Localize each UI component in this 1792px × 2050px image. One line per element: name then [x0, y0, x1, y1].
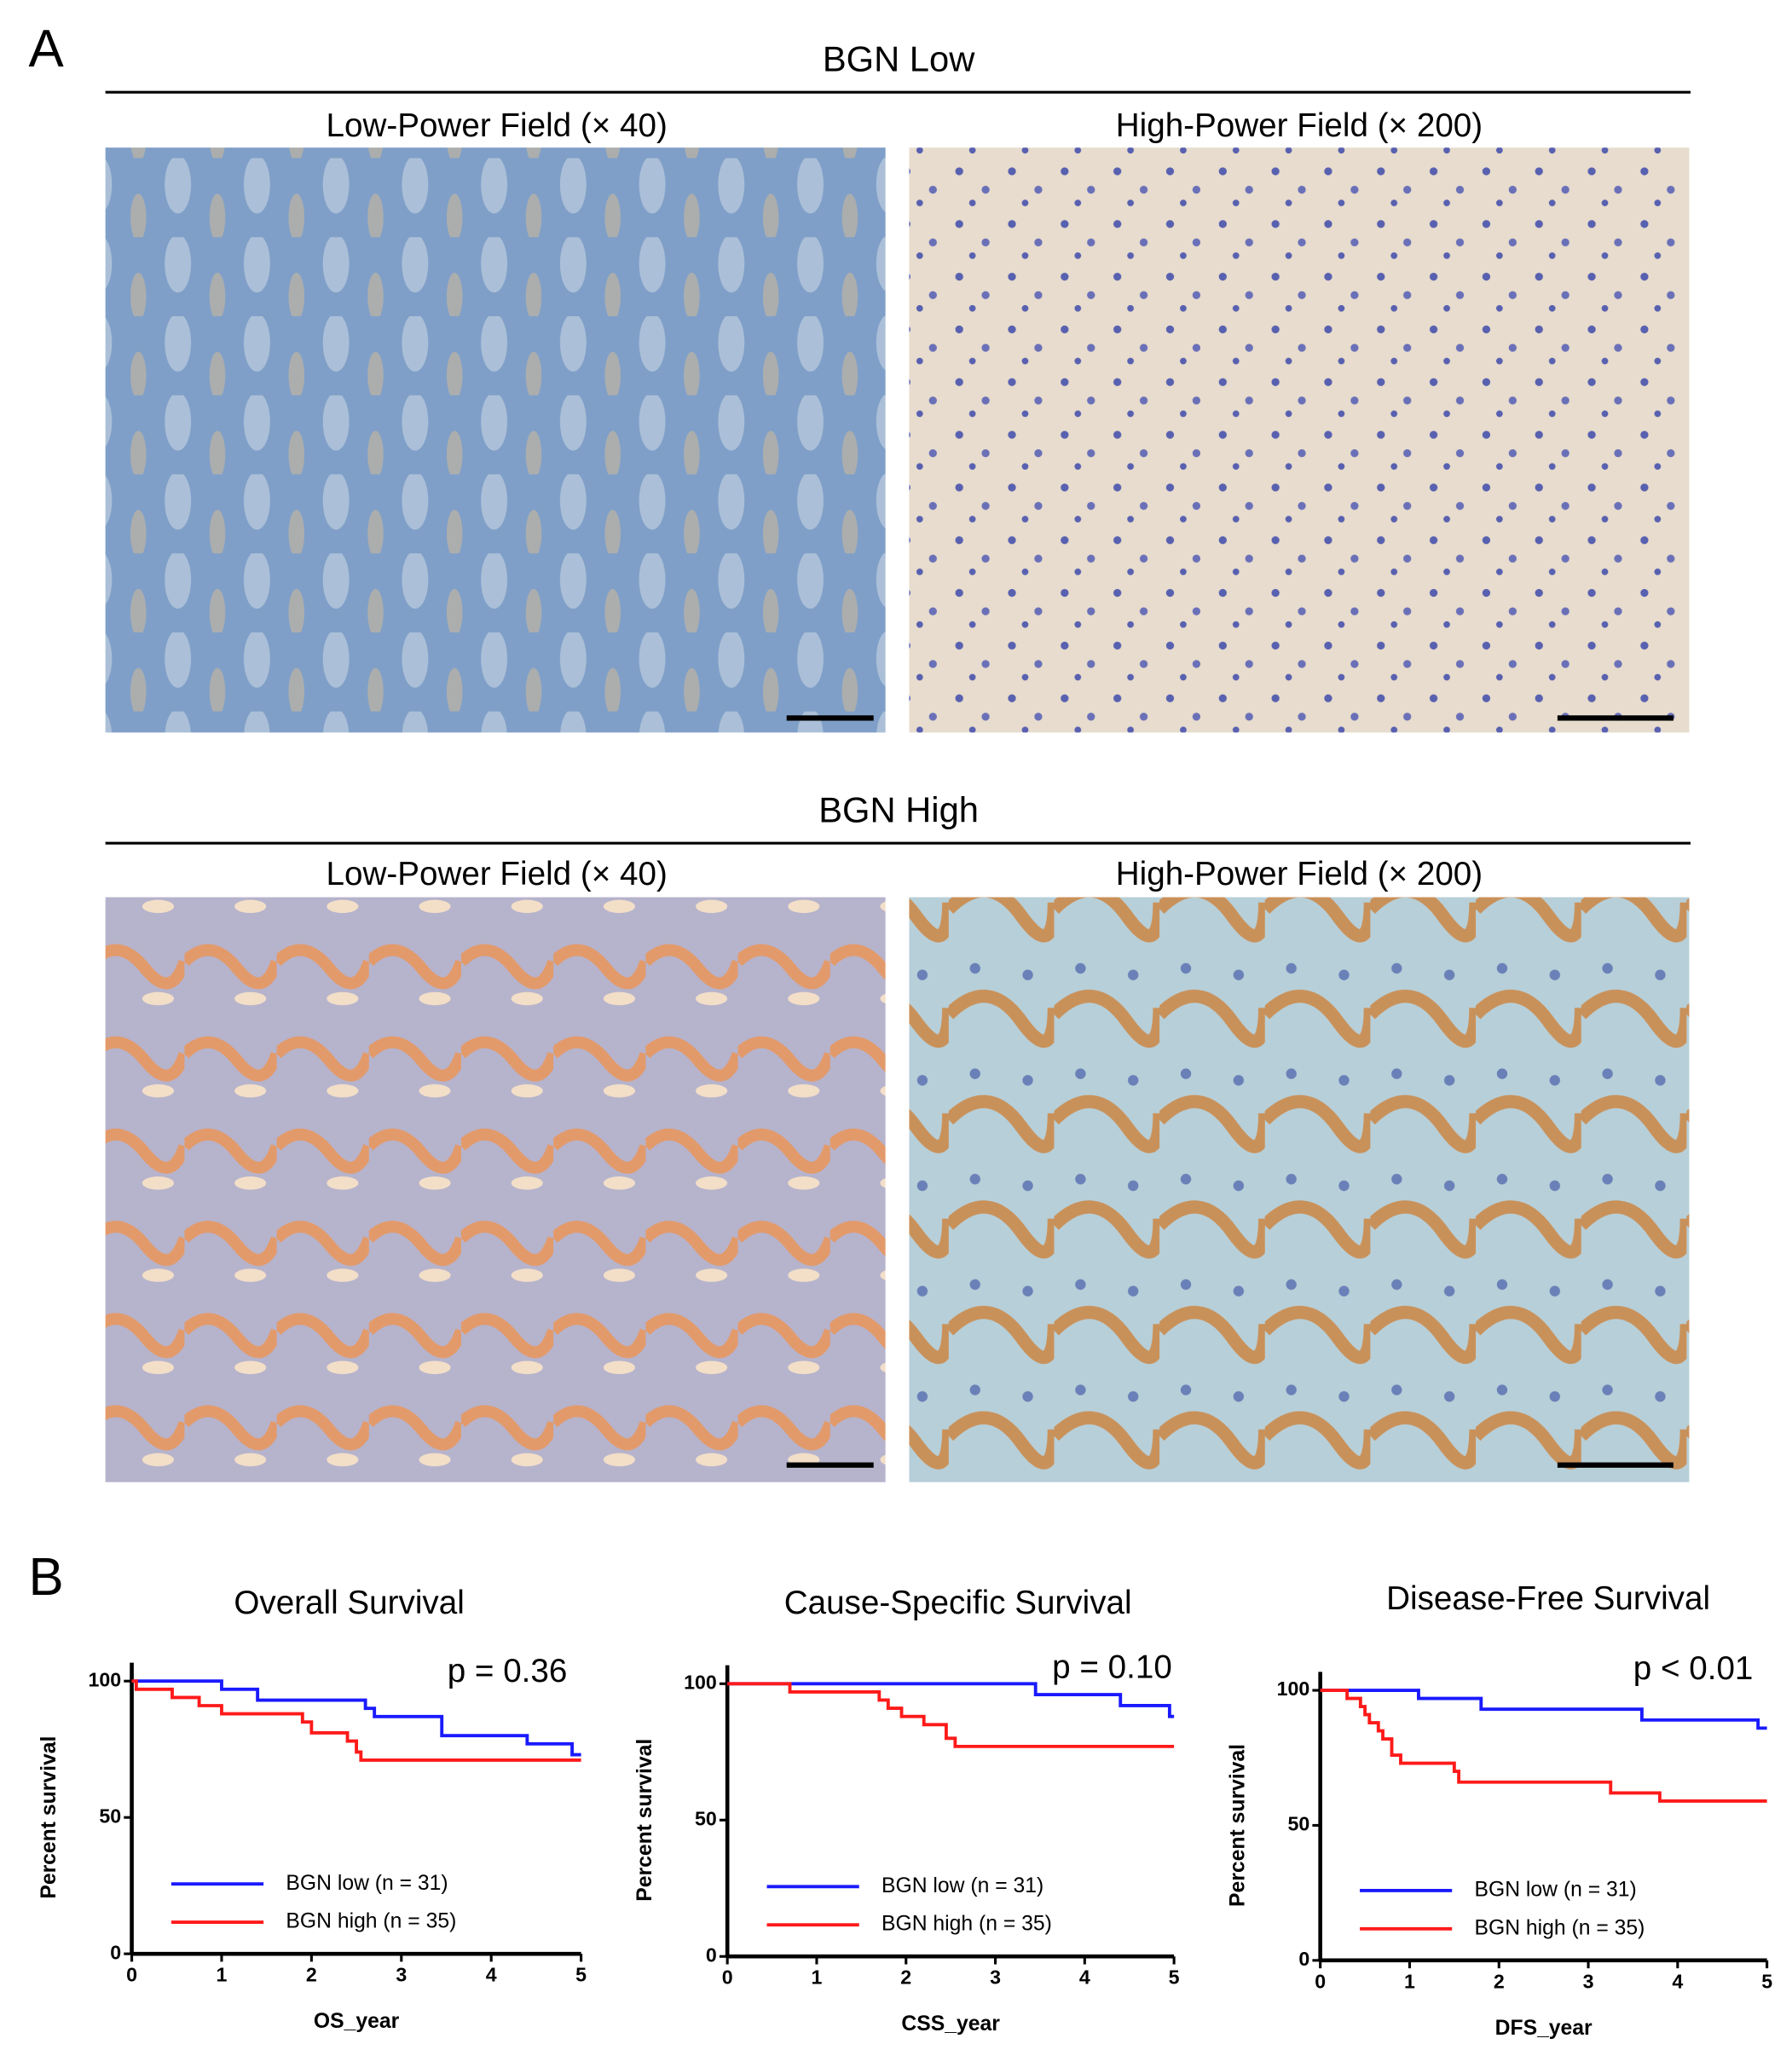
- x-axis-label: DFS_year: [1495, 2017, 1593, 2040]
- x-tick-label: 3: [396, 1964, 407, 1986]
- group-title: BGN High: [818, 790, 979, 830]
- micrograph: [909, 897, 1690, 1482]
- y-tick-label: 0: [110, 1941, 121, 1963]
- x-tick-label: 0: [1315, 1970, 1326, 1992]
- group-title: BGN Low: [823, 39, 975, 79]
- x-tick-label: 2: [900, 1966, 911, 1989]
- survival-curve: [1320, 1689, 1767, 1730]
- y-tick-label: 50: [1288, 1813, 1310, 1835]
- x-tick-label: 0: [126, 1964, 137, 1986]
- chart-title: Disease-Free Survival: [1386, 1580, 1710, 1617]
- x-tick-label: 5: [1169, 1966, 1180, 1989]
- y-axis-label: Percent survival: [38, 1736, 61, 1899]
- y-tick-label: 0: [1298, 1948, 1309, 1970]
- legend-label: BGN low (n = 31): [1475, 1878, 1637, 1901]
- survival-curve: [131, 1679, 581, 1757]
- x-tick-label: 4: [1672, 1970, 1683, 1992]
- panel-label: B: [28, 1548, 63, 1607]
- x-tick-label: 2: [306, 1964, 317, 1986]
- survival-curve: [1320, 1689, 1767, 1803]
- x-tick-label: 3: [1583, 1970, 1594, 1992]
- annotation: p = 0.36: [448, 1653, 568, 1689]
- legend-label: BGN high (n = 35): [1475, 1916, 1645, 1939]
- y-axis-label: Percent survival: [633, 1739, 656, 1902]
- legend-label: BGN high (n = 35): [882, 1913, 1052, 1936]
- x-tick-label: 2: [1494, 1970, 1505, 1992]
- x-tick-label: 0: [722, 1966, 733, 1989]
- y-tick-label: 100: [684, 1671, 717, 1693]
- legend-label: BGN low (n = 31): [882, 1874, 1043, 1897]
- y-tick-label: 100: [1277, 1678, 1310, 1700]
- y-tick-label: 0: [706, 1943, 717, 1966]
- x-tick-label: 3: [990, 1966, 1001, 1989]
- image-title: Low-Power Field (× 40): [327, 856, 668, 892]
- image-title: High-Power Field (× 200): [1116, 107, 1483, 144]
- x-tick-label: 5: [575, 1964, 587, 1986]
- survival-curve: [727, 1682, 1175, 1748]
- micrograph: [105, 897, 886, 1482]
- y-tick-label: 100: [89, 1668, 122, 1690]
- micrograph: [105, 147, 886, 733]
- x-tick-label: 1: [217, 1964, 228, 1986]
- y-tick-label: 50: [99, 1805, 121, 1827]
- chart-title: Cause-Specific Survival: [784, 1585, 1132, 1621]
- x-tick-label: 1: [812, 1966, 823, 1989]
- x-axis-label: OS_year: [314, 2010, 400, 2033]
- image-title: High-Power Field (× 200): [1116, 856, 1483, 892]
- survival-curve: [727, 1682, 1175, 1718]
- x-axis-label: CSS_year: [901, 2012, 1000, 2036]
- annotation: p < 0.01: [1633, 1650, 1754, 1687]
- legend-label: BGN high (n = 35): [286, 1910, 456, 1933]
- survival-curve: [131, 1679, 581, 1762]
- x-tick-label: 5: [1761, 1970, 1772, 1992]
- y-axis-label: Percent survival: [1226, 1744, 1249, 1907]
- annotation: p = 0.10: [1052, 1649, 1172, 1685]
- panel-label: A: [28, 20, 64, 78]
- x-tick-label: 4: [486, 1964, 497, 1986]
- chart-title: Overall Survival: [234, 1585, 464, 1621]
- y-tick-label: 50: [695, 1807, 717, 1829]
- x-tick-label: 4: [1079, 1966, 1090, 1989]
- image-title: Low-Power Field (× 40): [327, 107, 668, 144]
- legend-label: BGN low (n = 31): [286, 1872, 448, 1895]
- micrograph: [909, 147, 1690, 733]
- x-tick-label: 1: [1404, 1970, 1415, 1992]
